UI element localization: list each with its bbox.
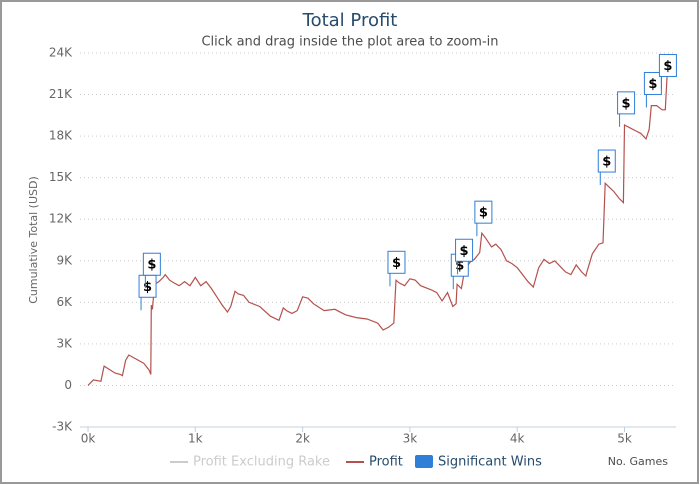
x-tick-label: 2k [295, 432, 310, 446]
y-tick-label: 18K [49, 129, 73, 143]
y-tick-label: 6K [56, 295, 73, 309]
flag-label: $ [143, 280, 152, 295]
y-tick-label: 0 [64, 378, 72, 392]
flag [617, 91, 636, 115]
chart-subtitle: Click and drag inside the plot area to z… [201, 35, 498, 50]
flag [387, 250, 406, 274]
x-tick-label: 3k [403, 432, 418, 446]
x-tick-label: 1k [188, 432, 203, 446]
flag-label: $ [460, 244, 469, 259]
x-tick-label: 4k [510, 432, 525, 446]
chart-title: Total Profit [302, 10, 398, 31]
y-tick-label: 3K [56, 336, 73, 350]
legend-symbol [415, 455, 433, 468]
flag-label: $ [455, 259, 464, 274]
y-tick-label: 24K [49, 46, 73, 60]
y-axis-title: Cumulative Total (USD) [27, 176, 40, 304]
profit-line [87, 66, 671, 386]
flag-label: $ [602, 155, 611, 170]
flag-label: $ [392, 256, 401, 271]
y-tick-label: 21K [49, 87, 73, 101]
x-tick-label: 0k [81, 432, 96, 446]
y-tick-label: 12K [49, 212, 73, 226]
flag [142, 252, 161, 276]
flag [597, 149, 616, 173]
flag-label: $ [663, 59, 672, 74]
y-tick-label: -3K [52, 420, 73, 434]
flag-label: $ [147, 258, 156, 273]
x-axis-title: No. Games [608, 455, 669, 468]
legend-label: Significant Wins [438, 455, 542, 470]
flag [658, 53, 677, 77]
y-tick-label: 15K [49, 170, 73, 184]
flag-label: $ [622, 96, 631, 111]
legend-label: Profit Excluding Rake [193, 455, 330, 470]
flag-label: $ [479, 206, 488, 221]
flag-label: $ [648, 77, 657, 92]
x-tick-label: 5k [617, 432, 632, 446]
flag [474, 200, 493, 224]
legend-label: Profit [369, 455, 403, 470]
y-tick-label: 9K [56, 253, 73, 267]
flag [455, 238, 474, 262]
